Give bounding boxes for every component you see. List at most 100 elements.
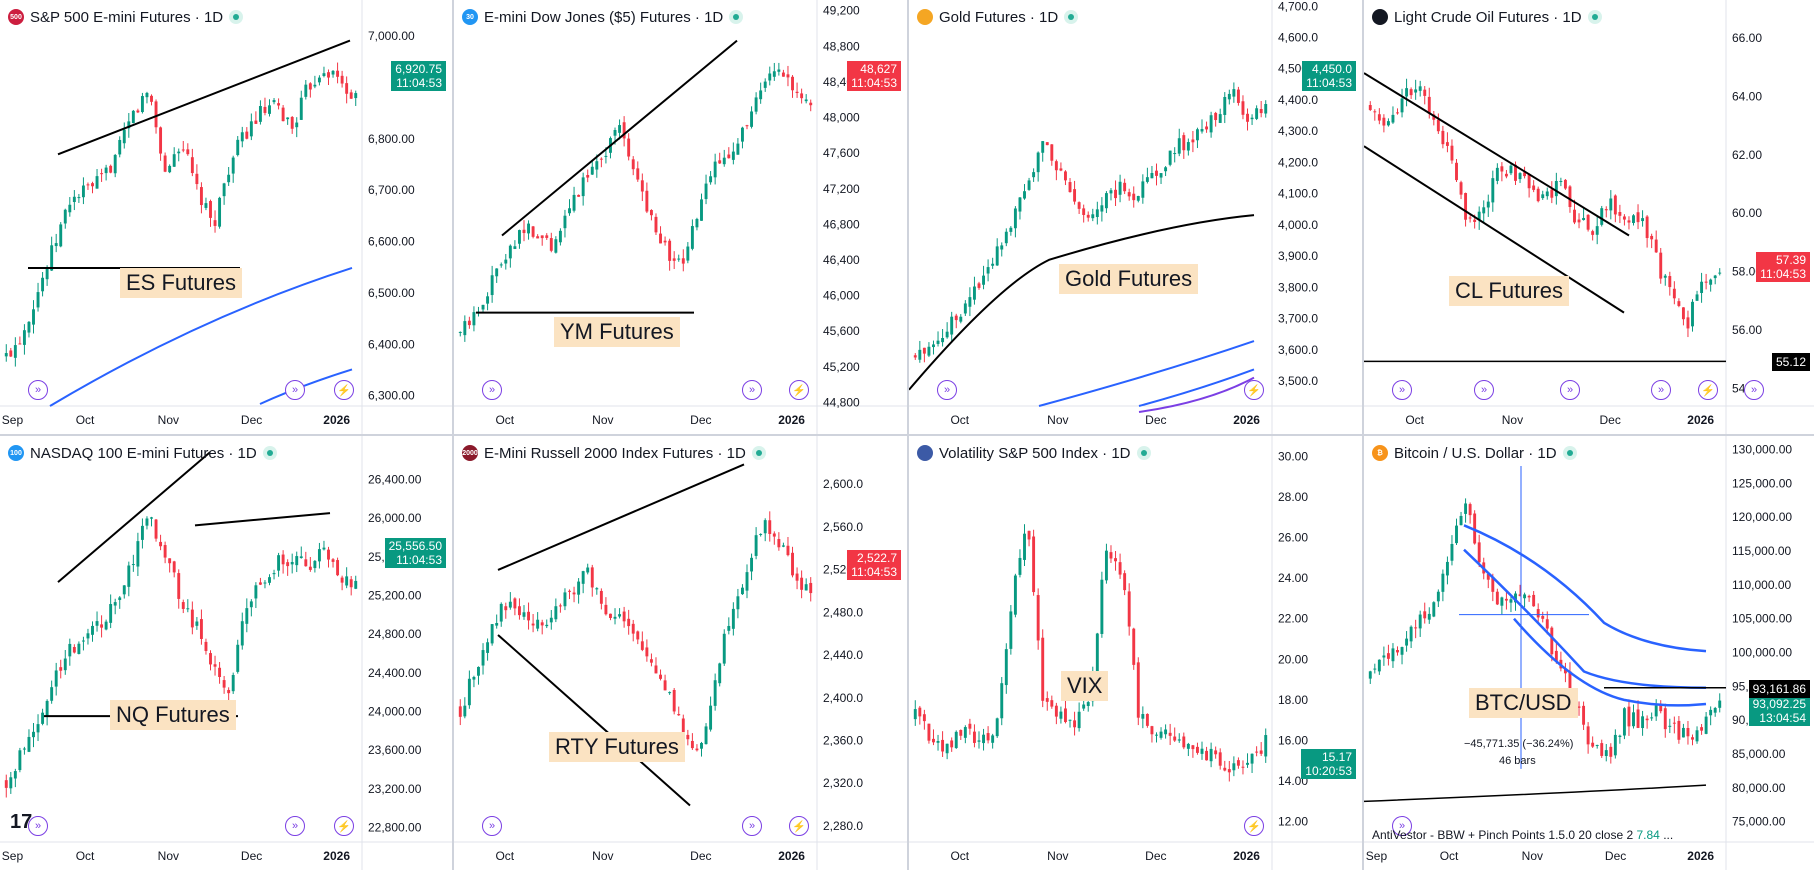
lightning-alert-icon[interactable]: ⚡ xyxy=(1244,816,1264,836)
candle-body xyxy=(59,667,63,671)
lightning-alert-icon[interactable]: ⚡ xyxy=(789,380,809,400)
indicator-more[interactable]: ... xyxy=(1663,828,1674,842)
chart-panel-nq[interactable]: 26,400.0026,000.0025,600.0025,200.0024,8… xyxy=(0,436,452,870)
panel-header[interactable]: Gold Futures · 1D xyxy=(917,7,1079,27)
replay-jump-icon[interactable]: » xyxy=(28,816,48,836)
candle-body xyxy=(1409,89,1413,96)
panel-header[interactable]: Volatility S&P 500 Index · 1D xyxy=(917,443,1151,463)
trendline-upper[interactable] xyxy=(57,39,351,156)
indicator-legend[interactable]: AntiVestor - BBW + Pinch Points 1.5.0 20… xyxy=(1372,828,1673,842)
replay-jump-icon[interactable]: » xyxy=(1474,380,1494,400)
chart-panel-cl[interactable]: 66.0064.0062.0060.0058.0056.0054.00OctNo… xyxy=(1364,0,1814,434)
panel-header[interactable]: ₿ Bitcoin / U.S. Dollar · 1D xyxy=(1372,443,1577,463)
price-chart[interactable]: 66.0064.0062.0060.0058.0056.0054.00OctNo… xyxy=(1364,0,1814,434)
chart-annotation-label[interactable]: NQ Futures xyxy=(110,699,236,730)
price-chart[interactable]: 26,400.0026,000.0025,600.0025,200.0024,8… xyxy=(0,436,452,870)
candle-body xyxy=(1050,700,1054,707)
symbol-title[interactable]: S&P 500 E-mini Futures · 1D xyxy=(30,8,224,26)
panel-header[interactable]: 100 NASDAQ 100 E-mini Futures · 1D xyxy=(8,443,277,463)
symbol-title[interactable]: Bitcoin / U.S. Dollar · 1D xyxy=(1394,444,1557,462)
candle-body xyxy=(922,347,926,354)
trendline-upper[interactable] xyxy=(497,463,745,571)
candle-body xyxy=(1009,227,1013,232)
candle-body xyxy=(1436,119,1440,132)
tradingview-logo[interactable]: 17 xyxy=(10,811,33,833)
candle-body xyxy=(1450,543,1454,561)
lightning-alert-icon[interactable]: ⚡ xyxy=(334,380,354,400)
symbol-title[interactable]: Volatility S&P 500 Index · 1D xyxy=(939,444,1131,462)
candle-body xyxy=(704,183,708,200)
symbol-title[interactable]: NASDAQ 100 E-mini Futures · 1D xyxy=(30,444,257,462)
candle-body xyxy=(1200,129,1204,132)
lightning-alert-icon[interactable]: ⚡ xyxy=(1244,380,1264,400)
trendline-resistance[interactable] xyxy=(194,512,331,527)
candle-body xyxy=(722,157,726,165)
candle-body xyxy=(913,355,917,358)
chart-annotation-label[interactable]: Gold Futures xyxy=(1059,263,1199,294)
candle-body xyxy=(81,185,85,198)
candle-body xyxy=(45,267,49,280)
panel-header[interactable]: 30 E-mini Dow Jones ($5) Futures · 1D xyxy=(462,7,744,27)
replay-jump-icon[interactable]: » xyxy=(1744,380,1764,400)
replay-jump-icon[interactable]: » xyxy=(285,816,305,836)
chart-panel-es[interactable]: 7,000.00 6,800.00 6,700.00 6,600.00 6,500.00… xyxy=(0,0,452,434)
channel-lower-line[interactable] xyxy=(1364,145,1625,314)
chart-annotation-label[interactable]: BTC/USD xyxy=(1469,687,1578,718)
trendline-upper[interactable] xyxy=(501,39,738,237)
symbol-title[interactable]: E-Mini Russell 2000 Index Futures · 1D xyxy=(484,444,746,462)
lightning-alert-icon[interactable]: ⚡ xyxy=(1698,380,1718,400)
candle-body xyxy=(1232,763,1236,771)
symbol-title[interactable]: E-mini Dow Jones ($5) Futures · 1D xyxy=(484,8,724,26)
candle-body xyxy=(36,724,40,733)
symbol-title[interactable]: Gold Futures · 1D xyxy=(939,8,1059,26)
replay-jump-icon[interactable]: » xyxy=(28,380,48,400)
panel-header[interactable]: Light Crude Oil Futures · 1D xyxy=(1372,7,1602,27)
chart-panel-rty[interactable]: 2,600.0 2,560.0 2,520.0 2,480.0 2,440.0 2,400… xyxy=(454,436,907,870)
candle-body xyxy=(745,572,749,591)
panel-header[interactable]: 2000 E-Mini Russell 2000 Index Futures · … xyxy=(462,443,766,463)
lightning-alert-icon[interactable]: ⚡ xyxy=(334,816,354,836)
chart-annotation-label[interactable]: CL Futures xyxy=(1449,276,1570,307)
replay-jump-icon[interactable]: » xyxy=(742,380,762,400)
lightning-alert-icon[interactable]: ⚡ xyxy=(789,816,809,836)
price-chart[interactable]: 4,700.04,600.04,500.04,400.04,300.04,200… xyxy=(909,0,1362,434)
indicator-name[interactable]: AntiVestor - BBW + Pinch Points 1.5.0 20… xyxy=(1372,828,1634,842)
chart-annotation-label[interactable]: YM Futures xyxy=(554,316,680,347)
candle-body xyxy=(1200,748,1204,754)
price-chart[interactable]: 130,000.00 125,000.00 120,000.00 115,000.00… xyxy=(1364,436,1814,870)
price-chart[interactable]: 2,600.02,560.02,520.02,480.02,440.02,400… xyxy=(454,436,907,870)
price-chart[interactable]: 30.00 28.00 26.00 24.00 22.00 20.00 18.00 16.00… xyxy=(909,436,1362,870)
price-chart[interactable]: 49,20048,80048,40048,00047,60047,20046,8… xyxy=(454,0,907,434)
symbol-title[interactable]: Light Crude Oil Futures · 1D xyxy=(1394,8,1582,26)
replay-jump-icon[interactable]: » xyxy=(1560,380,1580,400)
replay-jump-icon[interactable]: » xyxy=(742,816,762,836)
replay-jump-icon[interactable]: » xyxy=(482,816,502,836)
price-chart[interactable]: 7,000.00 6,800.00 6,700.00 6,600.00 6,500.00… xyxy=(0,0,452,434)
trendline-lower[interactable] xyxy=(497,634,691,807)
chart-panel-gc[interactable]: 4,700.0 4,600.0 4,500.0 4,400.0 4,300.0 4,200… xyxy=(909,0,1362,434)
chart-annotation-label[interactable]: ES Futures xyxy=(120,267,243,298)
chart-panel-ym[interactable]: 49,200 48,800 48,400 48,000 47,600 47,200 46,8… xyxy=(454,0,907,434)
candle-body xyxy=(308,566,312,570)
chart-annotation-label[interactable]: RTY Futures xyxy=(549,732,685,763)
candle-body xyxy=(663,240,667,243)
candle-body xyxy=(1214,112,1218,121)
panel-header[interactable]: 500 S&P 500 E-mini Futures · 1D xyxy=(8,7,244,27)
candle-body xyxy=(1541,615,1545,619)
chart-annotation-label[interactable]: VIX xyxy=(1061,671,1109,702)
trendline-upper[interactable] xyxy=(57,451,211,583)
price-tick-label: 44,800 xyxy=(823,395,860,409)
candle-body xyxy=(1659,703,1663,712)
replay-jump-icon[interactable]: » xyxy=(1651,380,1671,400)
replay-jump-icon[interactable]: » xyxy=(1392,816,1412,836)
channel-upper-line[interactable] xyxy=(1364,72,1630,237)
replay-jump-icon[interactable]: » xyxy=(285,380,305,400)
replay-jump-icon[interactable]: » xyxy=(937,380,957,400)
chart-panel-btc[interactable]: 130,000.00 125,000.00 120,000.00 115,000.00… xyxy=(1364,436,1814,870)
replay-jump-icon[interactable]: » xyxy=(1392,380,1412,400)
chart-panel-vix[interactable]: 30.00 28.00 26.00 24.00 22.00 20.00 18.00 16.00… xyxy=(909,436,1362,870)
last-price: 48,627 xyxy=(860,61,897,76)
replay-jump-icon[interactable]: » xyxy=(482,380,502,400)
candle-body xyxy=(1713,275,1717,279)
